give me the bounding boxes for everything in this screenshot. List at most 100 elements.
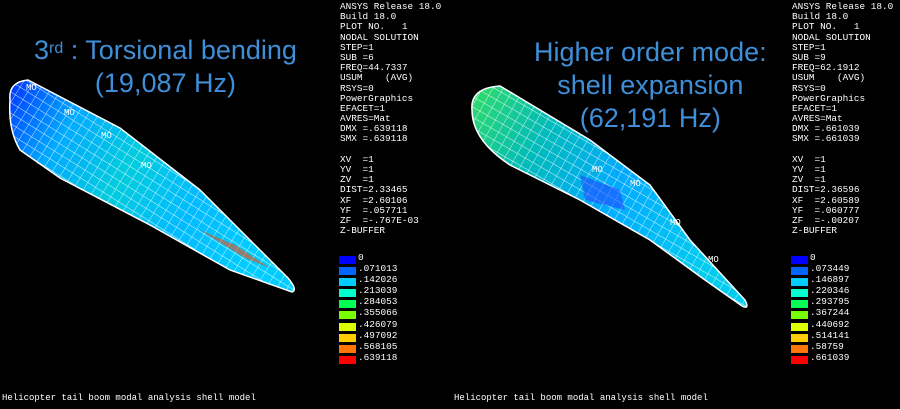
node-label: MO: [592, 165, 603, 175]
legend-swatch: [339, 300, 356, 309]
legend-swatch: [339, 355, 356, 364]
info-line: NODAL SOLUTION: [792, 31, 871, 43]
info-line: RSYS=0: [792, 82, 826, 94]
legend-swatch: [339, 322, 356, 331]
legend-value: .568105: [358, 340, 398, 352]
info-line: YF =.060777: [792, 204, 860, 216]
tail-boom-mesh-left: MO MO MO MO: [8, 79, 295, 293]
legend-value: .514141: [810, 329, 850, 341]
legend-value: .220346: [810, 285, 850, 297]
info-line: ANSYS Release 18.0: [792, 1, 894, 12]
node-label: MO: [670, 218, 681, 228]
info-line: Z-BUFFER: [340, 225, 386, 237]
legend-swatch: [339, 256, 356, 264]
info-line: SMX =.661039: [792, 133, 860, 145]
info-line: XV =1: [792, 153, 826, 165]
info-line: USUM (AVG): [792, 72, 866, 84]
legend-value: 0: [810, 252, 816, 263]
info-line: FREQ=44.7337: [340, 62, 408, 74]
right-mode-panel: MO MO MO MO Higher order mode: shell exp…: [450, 0, 900, 409]
legend-swatch: [791, 344, 808, 353]
info-line: EFACET=1: [792, 102, 838, 114]
legend-swatch: [339, 311, 356, 320]
left-mode-panel: MO MO MO MO 3rd : Torsional bending (19,…: [2, 1, 442, 403]
info-line: Z-BUFFER: [792, 225, 838, 237]
legend-value: .367244: [810, 307, 850, 319]
legend-value: .293795: [810, 296, 850, 308]
plot-caption: Helicopter tail boom modal analysis shel…: [454, 393, 708, 403]
node-label: MO: [630, 179, 641, 189]
legend-value: .071013: [358, 263, 398, 275]
info-line: SUB =6: [340, 51, 374, 63]
info-line: AVRES=Mat: [340, 113, 391, 125]
info-line: PLOT NO. 1: [792, 21, 860, 33]
info-line: RSYS=0: [340, 82, 374, 94]
legend-swatch: [339, 333, 356, 342]
info-line: SUB =9: [792, 51, 826, 63]
info-line: XF =2.60589: [792, 194, 860, 206]
tail-boom-mesh-right: MO MO MO MO: [471, 85, 748, 308]
legend-value: .661039: [810, 351, 850, 363]
info-line: YV =1: [340, 164, 374, 175]
info-line: NODAL SOLUTION: [340, 31, 419, 43]
legend-value: .213039: [358, 285, 398, 297]
node-label: MO: [101, 131, 112, 141]
legend-value: .142026: [358, 274, 398, 286]
legend-swatch: [791, 322, 808, 331]
legend-value: .639118: [358, 351, 398, 363]
node-label: MO: [141, 161, 152, 171]
info-line: ANSYS Release 18.0: [340, 1, 442, 12]
legend-swatch: [339, 278, 356, 287]
legend-swatch: [339, 289, 356, 298]
info-line: XF =2.60106: [340, 194, 408, 206]
info-line: YV =1: [792, 164, 826, 175]
info-line: FREQ=62.1912: [792, 62, 860, 74]
plot-caption: Helicopter tail boom modal analysis shel…: [2, 393, 256, 403]
info-line: Build 18.0: [340, 11, 397, 23]
info-line: STEP=1: [792, 41, 826, 53]
legend-value: .073449: [810, 263, 850, 275]
legend-value: .284053: [358, 296, 398, 308]
mode-title: 3rd : Torsional bending (19,087 Hz): [34, 35, 297, 98]
legend-value: .58759: [810, 340, 844, 352]
info-line: ZF =-.767E-03: [340, 214, 419, 226]
legend-swatch: [791, 355, 808, 364]
info-line: PowerGraphics: [792, 92, 866, 104]
info-line: PLOT NO. 1: [340, 21, 408, 33]
info-line: XV =1: [340, 153, 374, 165]
legend-swatch: [339, 267, 356, 276]
info-line: USUM (AVG): [340, 72, 414, 84]
info-line: ZV =1: [340, 174, 374, 186]
legend-value: .440692: [810, 318, 850, 330]
solution-info: ANSYS Release 18.0 Build 18.0 PLOT NO. 1 NO…: [340, 1, 442, 237]
legend-value: .497092: [358, 329, 398, 341]
info-line: Build 18.0: [792, 11, 849, 23]
info-line: STEP=1: [340, 41, 374, 53]
legend-swatch: [791, 300, 808, 309]
node-label: MO: [26, 83, 37, 93]
node-label: MO: [64, 108, 75, 118]
legend-value: .355066: [358, 307, 398, 319]
legend-swatch: [791, 289, 808, 298]
info-line: YF =.057711: [340, 204, 408, 216]
legend-swatch: [791, 311, 808, 320]
mode-title: Higher order mode: shell expansion (62,1…: [534, 37, 767, 133]
info-line: ZV =1: [792, 174, 826, 186]
info-line: EFACET=1: [340, 102, 386, 114]
info-line: PowerGraphics: [340, 92, 414, 104]
info-line: DIST=2.36596: [792, 184, 860, 196]
legend-swatch: [791, 333, 808, 342]
legend-value: 0: [358, 252, 364, 263]
info-line: SMX =.639118: [340, 133, 408, 145]
legend-value: .426079: [358, 318, 398, 330]
legend-swatch: [791, 278, 808, 287]
info-line: DIST=2.33465: [340, 184, 408, 196]
info-line: ZF =-.00207: [792, 214, 860, 226]
solution-info: ANSYS Release 18.0 Build 18.0 PLOT NO. 1 NO…: [792, 1, 894, 237]
displacement-zone: [580, 175, 625, 210]
info-line: DMX =.661039: [792, 123, 860, 135]
info-line: DMX =.639118: [340, 123, 408, 135]
legend-swatch: [791, 256, 808, 264]
node-label: MO: [708, 255, 719, 265]
info-line: AVRES=Mat: [792, 113, 843, 125]
